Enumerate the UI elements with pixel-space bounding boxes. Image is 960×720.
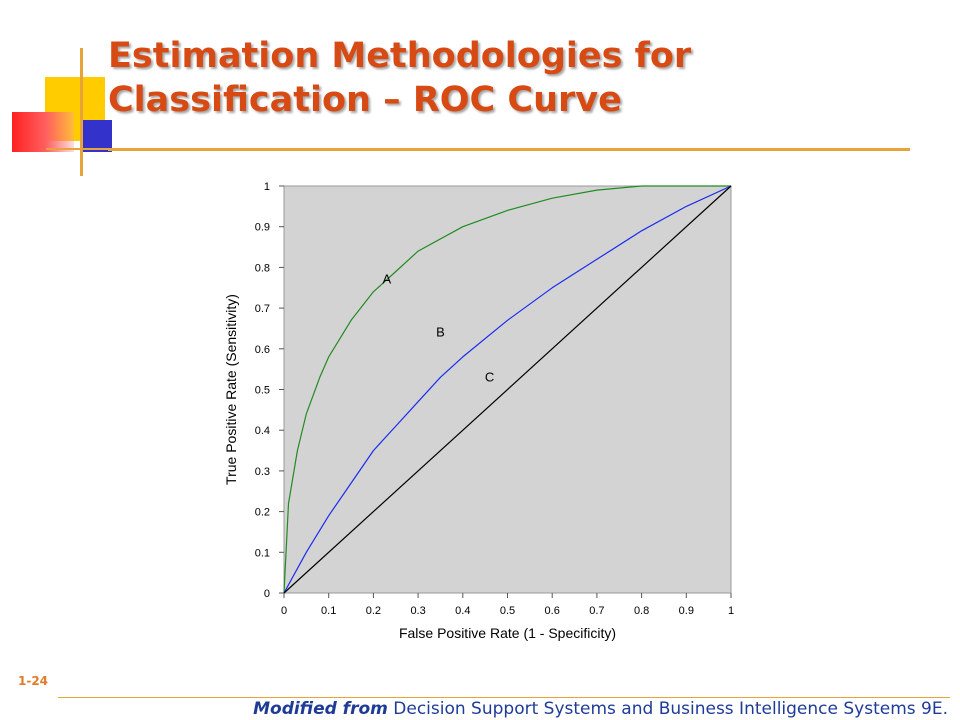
y-tick-label: 0.1 <box>255 547 270 559</box>
series-labels: A B C <box>382 272 494 385</box>
x-tick-label: 0 <box>281 605 287 617</box>
x-tick-label: 0.3 <box>410 605 425 617</box>
x-tick-label: 1 <box>728 605 734 617</box>
logo-horizontal-line <box>46 148 136 150</box>
slide-title-line-2: Classification – ROC Curve <box>108 80 622 120</box>
y-axis-ticks: 0 0.1 0.2 0.3 0.4 0.5 0.6 0.7 0.8 0.9 1 <box>255 181 284 600</box>
slide-title: Estimation Methodologies for Classificat… <box>108 34 928 122</box>
y-tick-label: 1 <box>264 181 270 193</box>
footer-underline <box>58 697 950 698</box>
y-tick-label: 0.5 <box>255 385 270 397</box>
y-tick-label: 0.6 <box>255 344 270 356</box>
footer-emphasis: Modified from <box>253 699 388 719</box>
footer-text: Decision Support Systems and Business In… <box>393 699 948 719</box>
y-tick-label: 0.8 <box>255 262 270 274</box>
curve-label-b: B <box>436 325 445 340</box>
curve-label-c: C <box>485 369 494 384</box>
logo-vertical-line <box>80 48 83 176</box>
y-axis-label: True Positive Rate (Sensitivity) <box>223 294 239 485</box>
y-tick-label: 0.2 <box>255 507 270 519</box>
x-axis-label: False Positive Rate (1 - Specificity) <box>399 625 616 641</box>
x-tick-label: 0.5 <box>500 605 515 617</box>
x-axis-ticks: 0 0.1 0.2 0.3 0.4 0.5 0.6 0.7 0.8 0.9 1 <box>281 593 734 617</box>
y-tick-label: 0 <box>264 588 270 600</box>
y-tick-label: 0.9 <box>255 222 270 234</box>
y-tick-label: 0.4 <box>255 425 270 437</box>
series-lines <box>283 185 732 594</box>
x-tick-label: 0.9 <box>679 605 694 617</box>
curve-label-a: A <box>382 272 391 287</box>
x-tick-label: 0.6 <box>545 605 560 617</box>
y-tick-label: 0.3 <box>255 466 270 478</box>
roc-curve-c <box>283 185 732 594</box>
roc-curve-a <box>283 185 731 594</box>
title-underline <box>108 148 910 151</box>
x-tick-label: 0.2 <box>366 605 381 617</box>
slide-number: 1-24 <box>18 674 49 688</box>
logo-blue-block <box>80 120 112 152</box>
x-tick-label: 0.7 <box>589 605 604 617</box>
footer-credit: Modified from Decision Support Systems a… <box>253 699 948 719</box>
x-tick-label: 0.4 <box>455 605 470 617</box>
x-tick-label: 0.1 <box>321 605 336 617</box>
roc-chart: 0 0.1 0.2 0.3 0.4 0.5 0.6 0.7 0.8 0.9 1 0 0.1 0.2 0.3… <box>223 181 734 641</box>
x-tick-label: 0.8 <box>634 605 649 617</box>
logo-red-gradient-block <box>12 112 74 152</box>
slide-title-line-1: Estimation Methodologies for <box>108 36 692 76</box>
y-tick-label: 0.7 <box>255 303 270 315</box>
roc-curve-b <box>283 185 732 594</box>
